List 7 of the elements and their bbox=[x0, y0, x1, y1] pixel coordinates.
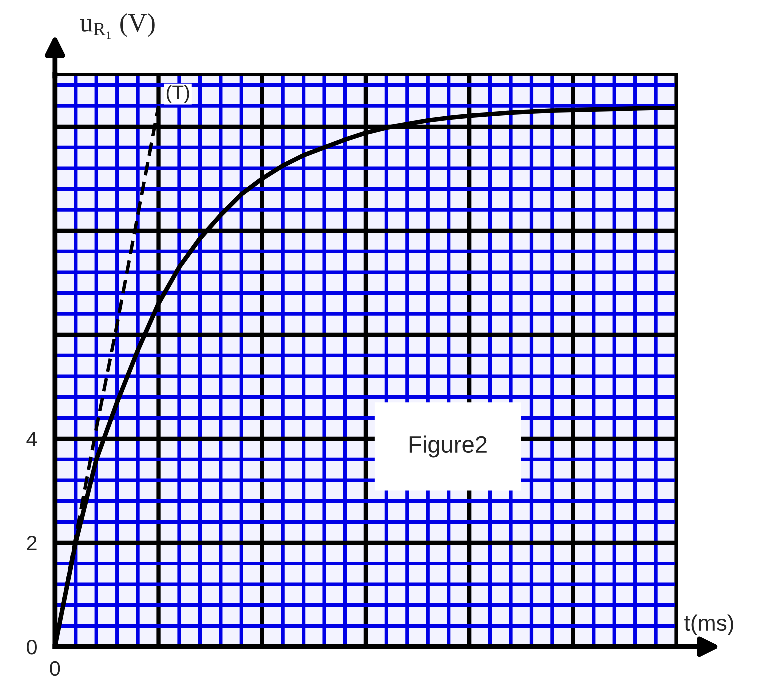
y-tick-label: 4 bbox=[26, 432, 38, 446]
y-axis-title: u$_{R₁}$ (V) bbox=[80, 13, 155, 39]
annotation: Figure2 bbox=[410, 436, 487, 458]
x-axis-title: t(ms) bbox=[684, 614, 734, 636]
series-label: (T) bbox=[166, 85, 190, 104]
y-tick-label: 0 bbox=[27, 640, 37, 655]
y-tick-label: 2 bbox=[27, 536, 37, 550]
